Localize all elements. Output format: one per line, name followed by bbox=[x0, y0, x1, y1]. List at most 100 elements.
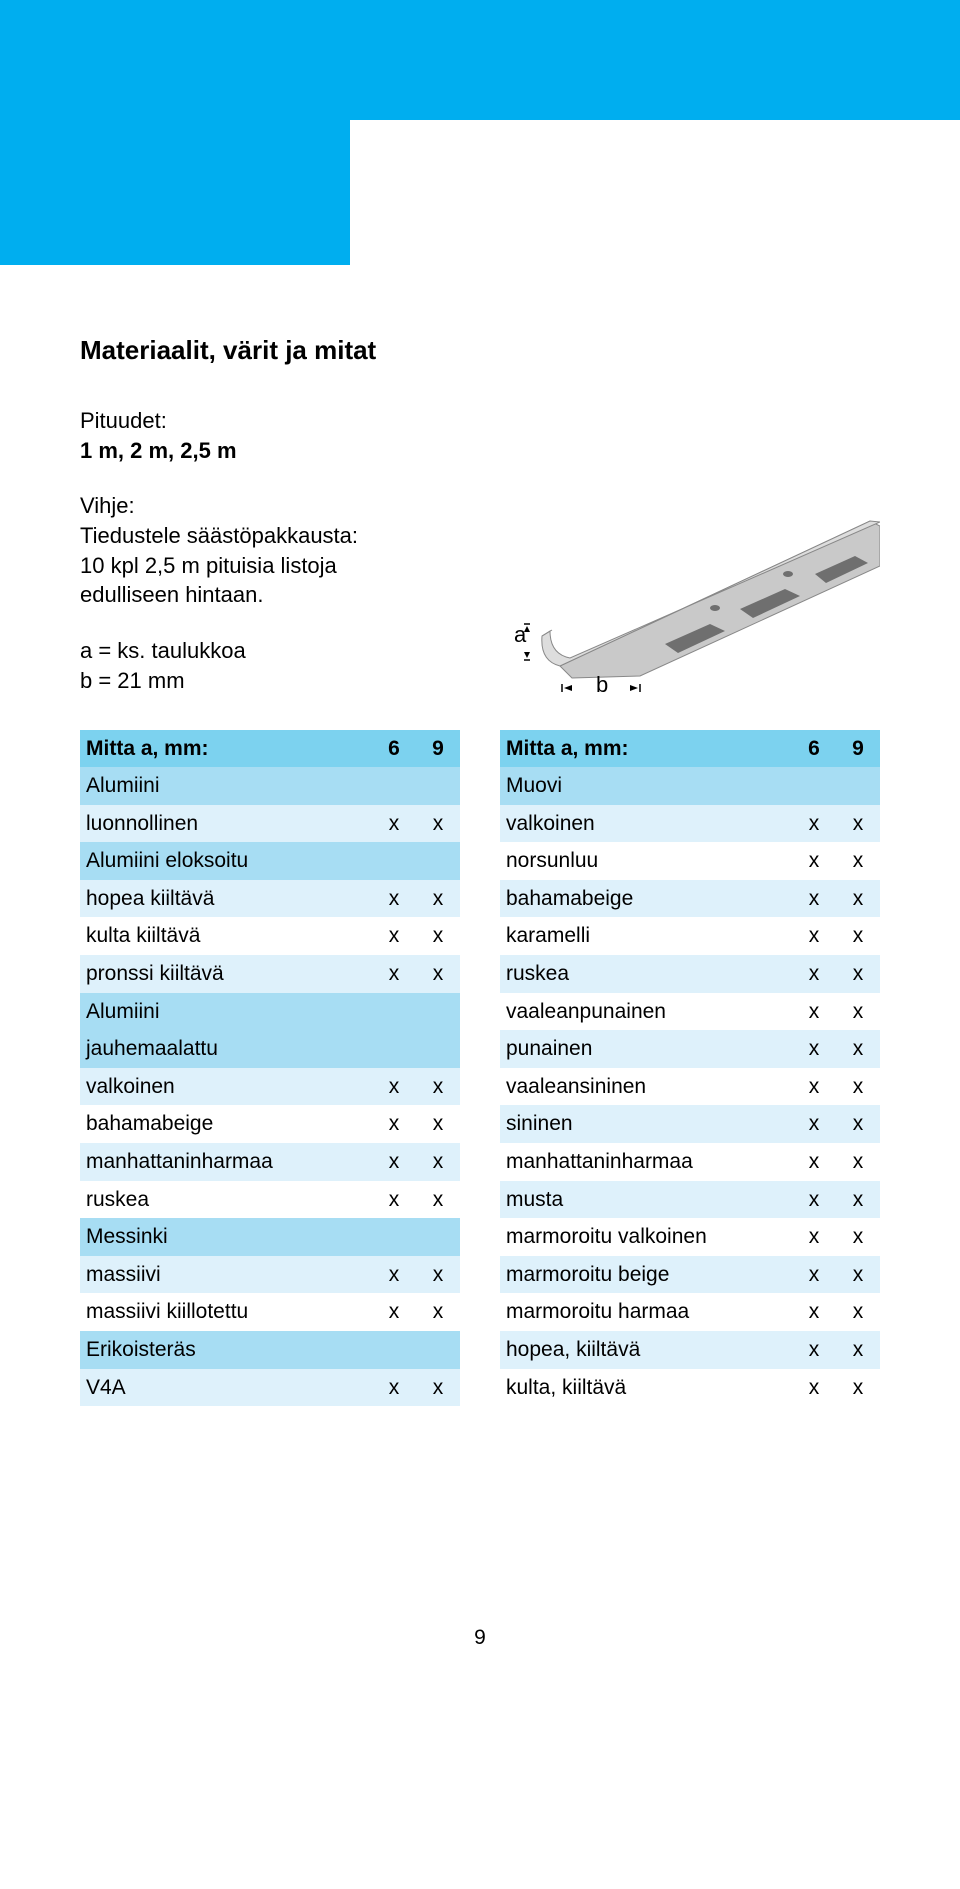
cell-9: x bbox=[836, 1331, 880, 1369]
cell-6: x bbox=[372, 805, 416, 843]
cell-6: x bbox=[792, 1256, 836, 1294]
cell-6: x bbox=[792, 1369, 836, 1407]
row-label: kulta, kiiltävä bbox=[500, 1369, 792, 1407]
row-label: hopea kiiltävä bbox=[80, 880, 372, 918]
cell-9: x bbox=[416, 1293, 460, 1331]
row-label: bahamabeige bbox=[500, 880, 792, 918]
row-label: norsunluu bbox=[500, 842, 792, 880]
cell-9: x bbox=[836, 1218, 880, 1256]
cell-9: x bbox=[836, 805, 880, 843]
intro-text: Pituudet: 1 m, 2 m, 2,5 m Vihje: Tiedust… bbox=[80, 406, 460, 696]
cell-9: x bbox=[416, 1256, 460, 1294]
cell-9: x bbox=[836, 880, 880, 918]
cell-9: x bbox=[836, 1369, 880, 1407]
profile-diagram: a b bbox=[500, 496, 880, 696]
col-header-9: 9 bbox=[416, 730, 460, 768]
category-label: Alumiini bbox=[80, 767, 372, 805]
lengths-value: 1 m, 2 m, 2,5 m bbox=[80, 438, 237, 463]
lengths-label: Pituudet: bbox=[80, 408, 167, 433]
cell-6: x bbox=[372, 917, 416, 955]
cell-6: x bbox=[372, 955, 416, 993]
cell-9: x bbox=[836, 842, 880, 880]
col-header-6: 6 bbox=[372, 730, 416, 768]
cell-9: x bbox=[836, 1105, 880, 1143]
dim-label-a: a bbox=[514, 622, 526, 648]
category-label: Erikoisteräs bbox=[80, 1331, 372, 1369]
row-label: V4A bbox=[80, 1369, 372, 1407]
cell-6: x bbox=[792, 1030, 836, 1068]
tip-line2: 10 kpl 2,5 m pituisia listoja bbox=[80, 553, 337, 578]
row-label: sininen bbox=[500, 1105, 792, 1143]
materials-table-left: Mitta a, mm:69AlumiiniluonnollinenxxAlum… bbox=[80, 730, 460, 1407]
cell-9: x bbox=[416, 1181, 460, 1219]
col-header-6: 6 bbox=[792, 730, 836, 768]
tab-block bbox=[0, 120, 350, 265]
category-label: Alumiini bbox=[80, 993, 372, 1031]
cell-6: x bbox=[372, 1181, 416, 1219]
cell-9: x bbox=[836, 1143, 880, 1181]
a-line: a = ks. taulukkoa bbox=[80, 638, 246, 663]
page-heading: Materiaalit, värit ja mitat bbox=[80, 335, 880, 366]
cell-9: x bbox=[836, 1293, 880, 1331]
cell-9: x bbox=[416, 1068, 460, 1106]
cell-6: x bbox=[372, 880, 416, 918]
b-line: b = 21 mm bbox=[80, 668, 185, 693]
cell-9: x bbox=[416, 1369, 460, 1407]
row-label: karamelli bbox=[500, 917, 792, 955]
cell-9: x bbox=[836, 1030, 880, 1068]
cell-6: x bbox=[792, 955, 836, 993]
row-label: vaaleansininen bbox=[500, 1068, 792, 1106]
row-label: pronssi kiiltävä bbox=[80, 955, 372, 993]
cell-6: x bbox=[372, 1068, 416, 1106]
cell-6: x bbox=[792, 805, 836, 843]
cell-6: x bbox=[372, 1293, 416, 1331]
tip-label: Vihje: bbox=[80, 493, 135, 518]
cell-6: x bbox=[792, 993, 836, 1031]
row-label: punainen bbox=[500, 1030, 792, 1068]
row-label: manhattaninharmaa bbox=[500, 1143, 792, 1181]
row-label: musta bbox=[500, 1181, 792, 1219]
tip-line3: edulliseen hintaan. bbox=[80, 582, 263, 607]
row-label: luonnollinen bbox=[80, 805, 372, 843]
cell-6: x bbox=[372, 1105, 416, 1143]
row-label: marmoroitu valkoinen bbox=[500, 1218, 792, 1256]
category-label: Muovi bbox=[500, 767, 792, 805]
page-content: Materiaalit, värit ja mitat Pituudet: 1 … bbox=[0, 265, 960, 1406]
row-label: massiivi bbox=[80, 1256, 372, 1294]
dim-label-b: b bbox=[596, 672, 608, 698]
top-band bbox=[0, 0, 960, 120]
cell-6: x bbox=[792, 1218, 836, 1256]
intro-diagram: a b bbox=[500, 406, 880, 696]
cell-9: x bbox=[416, 805, 460, 843]
col-header-9: 9 bbox=[836, 730, 880, 768]
materials-table-right: Mitta a, mm:69Muovivalkoinenxxnorsunluux… bbox=[500, 730, 880, 1407]
cell-6: x bbox=[372, 1369, 416, 1407]
row-label: bahamabeige bbox=[80, 1105, 372, 1143]
cell-6: x bbox=[792, 1181, 836, 1219]
row-label: marmoroitu harmaa bbox=[500, 1293, 792, 1331]
cell-6: x bbox=[792, 880, 836, 918]
cell-9: x bbox=[416, 917, 460, 955]
cell-6: x bbox=[792, 1331, 836, 1369]
cell-6: x bbox=[372, 1256, 416, 1294]
col-header-label: Mitta a, mm: bbox=[500, 730, 792, 768]
cell-6: x bbox=[792, 842, 836, 880]
row-label: marmoroitu beige bbox=[500, 1256, 792, 1294]
cell-9: x bbox=[416, 880, 460, 918]
tables-row: Mitta a, mm:69AlumiiniluonnollinenxxAlum… bbox=[80, 730, 880, 1407]
row-label: kulta kiiltävä bbox=[80, 917, 372, 955]
category-label: jauhemaalattu bbox=[80, 1030, 372, 1068]
cell-9: x bbox=[836, 955, 880, 993]
cell-9: x bbox=[836, 993, 880, 1031]
cell-9: x bbox=[836, 1068, 880, 1106]
row-label: valkoinen bbox=[80, 1068, 372, 1106]
cell-6: x bbox=[792, 1293, 836, 1331]
row-label: vaaleanpunainen bbox=[500, 993, 792, 1031]
cell-9: x bbox=[836, 1181, 880, 1219]
cell-9: x bbox=[416, 955, 460, 993]
row-label: manhattaninharmaa bbox=[80, 1143, 372, 1181]
category-label: Messinki bbox=[80, 1218, 372, 1256]
row-label: ruskea bbox=[80, 1181, 372, 1219]
row-label: valkoinen bbox=[500, 805, 792, 843]
category-label: Alumiini eloksoitu bbox=[80, 842, 372, 880]
